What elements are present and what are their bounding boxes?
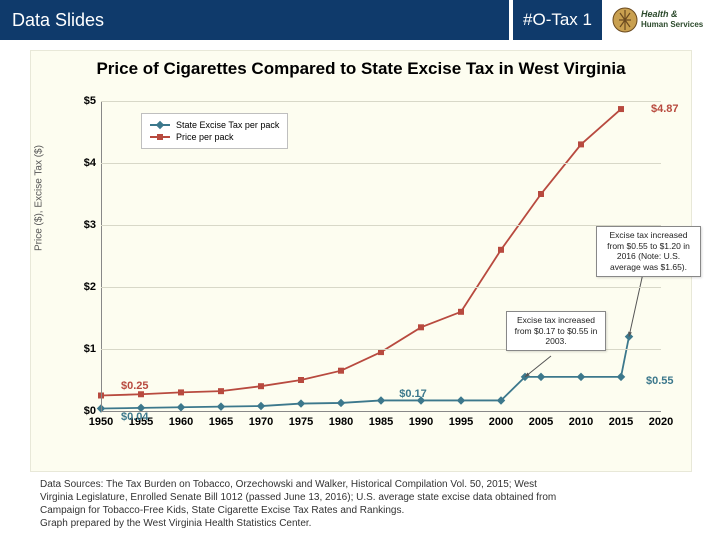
xtick-label: 2005 (529, 416, 553, 428)
gridline (101, 225, 661, 226)
xtick-label: 1960 (169, 416, 193, 428)
chart-title: Price of Cigarettes Compared to State Ex… (31, 59, 691, 79)
plot-area: State Excise Tax per pack Price per pack… (101, 101, 661, 411)
xtick-label: 1950 (89, 416, 113, 428)
ytick-label: $4 (84, 157, 96, 169)
xtick-label: 1965 (209, 416, 233, 428)
header-bar: Data Slides #O-Tax 1 Health & Human Serv… (0, 0, 720, 40)
xtick-label: 2000 (489, 416, 513, 428)
legend-label-excise: State Excise Tax per pack (176, 120, 279, 130)
xtick-label: 1985 (369, 416, 393, 428)
gridline (101, 101, 661, 102)
ytick-label: $1 (84, 343, 96, 355)
data-point-label: $0.17 (399, 388, 427, 400)
agency-logo: Health & Human Services (602, 0, 720, 40)
xtick-label: 1970 (249, 416, 273, 428)
y-axis-line (101, 101, 102, 411)
xtick-label: 2020 (649, 416, 673, 428)
slide-section-title: Data Slides (0, 0, 509, 40)
logo-text-bottom: Human Services (641, 20, 704, 29)
data-point-label: $0.55 (646, 375, 674, 387)
ytick-label: $5 (84, 95, 96, 107)
logo-text-top: Health & (641, 9, 678, 19)
callout-box: Excise tax increased from $0.55 to $1.20… (596, 226, 701, 277)
xtick-label: 2015 (609, 416, 633, 428)
y-axis-label: Price ($), Excise Tax ($) (34, 145, 45, 251)
legend-item-excise: State Excise Tax per pack (150, 120, 279, 130)
xtick-label: 1975 (289, 416, 313, 428)
xtick-label: 1995 (449, 416, 473, 428)
callout-box: Excise tax increased from $0.17 to $0.55… (506, 311, 606, 351)
data-point-label: $0.04 (121, 411, 149, 423)
data-point-label: $4.87 (651, 103, 679, 115)
legend-item-price: Price per pack (150, 132, 279, 142)
legend: State Excise Tax per pack Price per pack (141, 113, 288, 149)
xtick-label: 2010 (569, 416, 593, 428)
xtick-label: 1990 (409, 416, 433, 428)
data-point-label: $0.25 (121, 380, 149, 392)
gridline (101, 287, 661, 288)
xtick-label: 1980 (329, 416, 353, 428)
chart-panel: Price of Cigarettes Compared to State Ex… (30, 50, 692, 472)
legend-label-price: Price per pack (176, 132, 234, 142)
ytick-label: $3 (84, 219, 96, 231)
gridline (101, 163, 661, 164)
slide-tag: #O-Tax 1 (513, 0, 602, 40)
ytick-label: $2 (84, 281, 96, 293)
data-source-footnote: Data Sources: The Tax Burden on Tobacco,… (40, 478, 680, 530)
x-axis-line (101, 411, 661, 412)
